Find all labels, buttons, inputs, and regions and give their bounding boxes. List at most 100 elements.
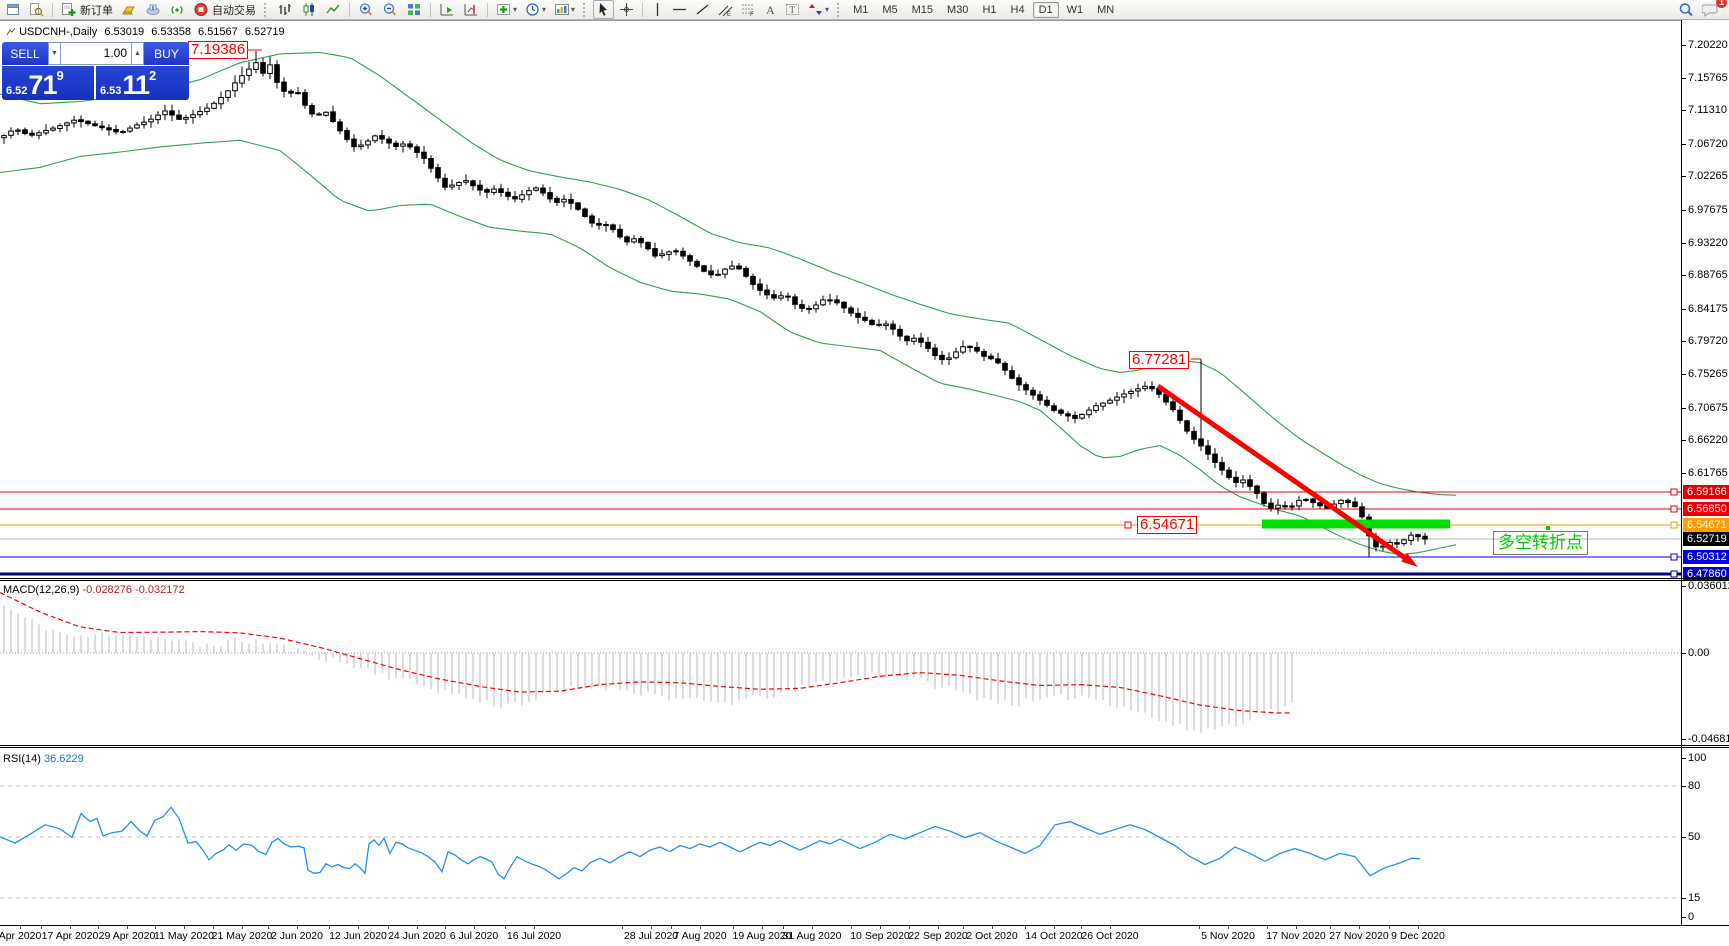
arrows-tool[interactable]: ▾	[805, 0, 832, 19]
chart-shift-icon[interactable]	[460, 0, 482, 19]
timeframe-m30[interactable]: M30	[947, 3, 969, 16]
rsi-scale-label: 80	[1688, 780, 1701, 792]
crosshair-tool[interactable]	[616, 0, 637, 19]
zoom-out-icon[interactable]	[379, 0, 401, 19]
periods-icon[interactable]: ▾	[522, 0, 549, 19]
candle-body	[596, 222, 602, 226]
line-handle[interactable]	[1670, 488, 1678, 496]
price-axis[interactable]: 7.20220 7.15765 7.11310 7.06720 7.02265 6.976…	[1681, 20, 1729, 926]
peak-price-label[interactable]: 7.19386	[188, 41, 249, 59]
candle-body	[1009, 370, 1015, 379]
buy-button[interactable]: BUY	[144, 42, 189, 65]
volume-input[interactable]: 1.00	[61, 42, 131, 65]
cursor-tool[interactable]	[593, 0, 615, 19]
candle-body	[848, 307, 854, 314]
price-chart-canvas[interactable]	[0, 20, 1729, 946]
candle-body	[953, 351, 959, 359]
candle-body	[1030, 389, 1036, 396]
date-axis-tick	[388, 926, 389, 929]
search-icon[interactable]	[1675, 0, 1697, 19]
autoscroll-icon[interactable]	[436, 0, 458, 19]
timeframe-h4[interactable]: H4	[1010, 3, 1025, 16]
rsi-scale-label: 0	[1688, 911, 1695, 923]
timeframe-mn[interactable]: MN	[1097, 3, 1115, 16]
candle-body	[246, 68, 252, 76]
text-tool[interactable]: A	[761, 0, 780, 19]
candle-body	[785, 295, 791, 298]
candle-body	[253, 62, 259, 71]
line-handle[interactable]	[1670, 505, 1678, 513]
buy-price-prefix: 6.53	[100, 85, 122, 97]
fibonacci-tool[interactable]: F	[738, 0, 759, 19]
trend-arrow-line[interactable]	[1156, 383, 1410, 563]
candle-body	[729, 265, 735, 270]
date-axis-tick	[812, 926, 813, 929]
volume-decrease-button[interactable]: ▼	[48, 42, 61, 65]
date-tick-label: 2 Oct 2020	[966, 930, 1018, 942]
signals-icon[interactable]	[166, 0, 188, 19]
axis-tick	[1682, 144, 1686, 145]
price-level-badge: 6.52719	[1683, 532, 1729, 546]
chart-window-icon[interactable]	[3, 0, 24, 19]
line-chart-icon[interactable]	[322, 0, 344, 19]
autotrading-button[interactable]: 自动交易	[190, 0, 259, 19]
macd-main-value: -0.028276	[82, 584, 133, 596]
pane-separator[interactable]	[0, 745, 1729, 746]
candle-body	[1037, 394, 1043, 401]
date-axis-tick	[671, 926, 672, 929]
volume-increase-button[interactable]: ▲	[131, 42, 144, 65]
zoom-in-icon[interactable]	[355, 0, 377, 19]
date-tick-label: 11 May 2020	[154, 930, 214, 942]
timeframe-d1[interactable]: D1	[1032, 1, 1059, 18]
candle-body	[946, 357, 952, 360]
date-tick-label: 31 Aug 2020	[782, 930, 842, 942]
text-label-tool[interactable]: T	[782, 0, 803, 19]
date-axis-tick	[184, 926, 185, 929]
toolbar-separator	[430, 2, 431, 17]
candle-body	[148, 118, 154, 123]
buy-price-pips: 11	[122, 70, 150, 100]
candle-body	[414, 146, 420, 153]
date-axis[interactable]: Apr 2020 17 Apr 2020 29 Apr 2020 11 May 202…	[0, 926, 1729, 946]
support-label-anchor[interactable]	[1124, 521, 1132, 529]
channel-tool[interactable]: E	[715, 0, 736, 19]
notifications-icon[interactable]: 1	[1699, 0, 1727, 19]
timeframe-m5[interactable]: M5	[882, 3, 898, 16]
bars-chart-icon[interactable]	[274, 0, 296, 19]
candle-body	[1247, 479, 1253, 487]
line-handle[interactable]	[1670, 553, 1678, 561]
vline-tool[interactable]	[648, 0, 667, 19]
tile-windows-icon[interactable]	[403, 0, 425, 19]
buy-price-display[interactable]: 6.53 11 2	[96, 66, 189, 100]
publish-icon[interactable]	[142, 0, 164, 19]
timeframe-m15[interactable]: M15	[911, 3, 934, 16]
turning-point-note[interactable]: 多空转折点	[1493, 531, 1588, 555]
pane-separator[interactable]	[0, 578, 1729, 579]
line-handle[interactable]	[1670, 521, 1678, 529]
timeframe-m1[interactable]: M1	[853, 3, 869, 16]
hline-tool[interactable]	[669, 0, 690, 19]
candle-body	[1352, 501, 1358, 508]
profiles-icon[interactable]	[26, 0, 47, 19]
indicators-icon[interactable]: ▾	[493, 0, 520, 19]
pane-separator	[0, 925, 1729, 926]
deposit-icon[interactable]	[118, 0, 140, 19]
sell-button[interactable]: SELL	[2, 42, 48, 65]
swing-high-price-label[interactable]: 6.77281	[1129, 351, 1190, 369]
timeframe-w1[interactable]: W1	[1066, 3, 1084, 16]
buy-price-point: 2	[148, 68, 157, 83]
timeframe-h1[interactable]: H1	[982, 3, 997, 16]
date-tick-label: 7 Aug 2020	[673, 930, 727, 942]
new-order-button[interactable]: 新订单	[58, 0, 116, 19]
trendline-tool[interactable]	[692, 0, 713, 19]
candle-body	[1345, 499, 1351, 503]
line-handle[interactable]	[1670, 570, 1678, 578]
autotrading-label: 自动交易	[212, 4, 256, 17]
templates-icon[interactable]: ▾	[551, 0, 578, 19]
sell-price-display[interactable]: 6.52 71 9	[2, 66, 94, 100]
candle-body	[708, 270, 714, 276]
macd-signal-value: -0.032172	[135, 584, 185, 596]
date-axis-tick	[505, 926, 506, 929]
candles-chart-icon[interactable]	[298, 0, 320, 19]
support-price-label[interactable]: 6.54671	[1137, 516, 1198, 534]
